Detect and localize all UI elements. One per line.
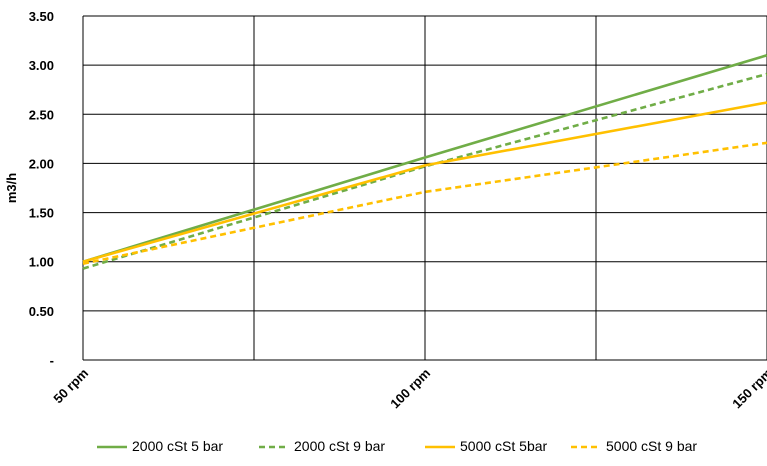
y-tick-label: 2.00 [29, 156, 54, 171]
y-tick-label: 1.50 [29, 206, 54, 221]
legend-label: 5000 cSt 5bar [460, 438, 548, 454]
y-tick-label: 1.00 [29, 255, 54, 270]
x-tick-label: 50 rpm [50, 366, 91, 407]
y-tick-label: 0.50 [29, 304, 54, 319]
y-axis-title: m3/h [4, 173, 19, 203]
series-line-2 [82, 72, 767, 270]
legend-entry: 2000 cSt 5 bar [97, 438, 223, 454]
legend-label: 5000 cSt 9 bar [606, 438, 697, 454]
x-tick-label: 150 rpm [729, 366, 767, 412]
legend: 2000 cSt 5 bar 2000 cSt 9 bar 5000 cSt 5ba… [97, 438, 697, 454]
series-line-3 [82, 101, 767, 263]
x-tick-label: 100 rpm [387, 366, 433, 412]
y-tick-labels: - 0.50 1.00 1.50 2.00 2.50 3.00 3.50 [29, 9, 54, 368]
y-tick-label: - [50, 353, 54, 368]
x-tick-labels: 50 rpm 100 rpm 150 rpm [50, 366, 767, 412]
legend-entry: 5000 cSt 9 bar [571, 438, 697, 454]
series-line-1 [82, 54, 767, 263]
legend-entry: 5000 cSt 5bar [425, 438, 548, 454]
legend-entry: 2000 cSt 9 bar [259, 438, 385, 454]
y-tick-label: 2.50 [29, 107, 54, 122]
series-layer [82, 54, 767, 270]
legend-label: 2000 cSt 9 bar [294, 438, 385, 454]
y-tick-label: 3.50 [29, 9, 54, 24]
grid-layer [82, 15, 767, 361]
legend-label: 2000 cSt 5 bar [132, 438, 223, 454]
y-tick-label: 3.00 [29, 58, 54, 73]
